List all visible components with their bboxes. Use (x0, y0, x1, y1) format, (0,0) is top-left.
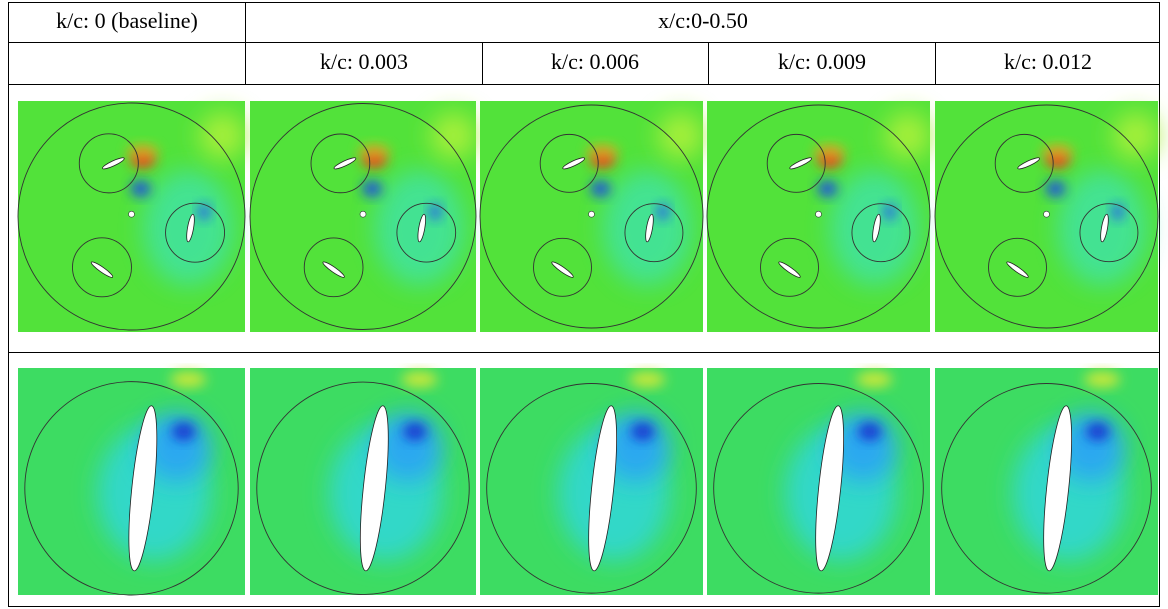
pressure-low (630, 422, 655, 441)
blade-circle (78, 133, 139, 194)
blade-circle (72, 237, 132, 298)
blade-circle (303, 237, 364, 298)
blade-circle (165, 202, 226, 263)
blade-panel (707, 368, 930, 595)
flow-region (199, 112, 245, 159)
blade-circle (760, 237, 819, 297)
airfoil (186, 213, 195, 243)
rotor-circle (941, 383, 1152, 594)
flow-region (885, 112, 930, 159)
header-range: x/c:0-0.50 (658, 8, 748, 33)
airfoil (588, 405, 618, 572)
airfoil (789, 157, 812, 170)
airfoil (562, 157, 585, 170)
blade-circle (396, 202, 457, 263)
blade-panel (935, 368, 1158, 595)
blade-circle (624, 203, 684, 263)
blade-circle (988, 237, 1047, 297)
flow-region (401, 371, 438, 388)
contour-panels (17, 101, 1159, 596)
blade-circle (533, 237, 592, 297)
pressure-low (1085, 422, 1110, 441)
rotor-circle (17, 102, 246, 331)
blade-circle (539, 133, 599, 193)
column-label: k/c: 0.009 (778, 49, 866, 74)
airfoil (102, 157, 125, 170)
column-label: k/c: 0.012 (1004, 49, 1092, 74)
rotor-panel (934, 101, 1159, 332)
flow-region (1084, 371, 1121, 388)
pressure-low (883, 203, 896, 220)
blade-circle (1079, 203, 1139, 263)
pressure-low (362, 180, 383, 197)
blade-circle (994, 133, 1054, 193)
blade-panel (18, 368, 245, 596)
pressure-high-edge (358, 143, 391, 160)
flow-region (658, 112, 703, 159)
pressure-low (857, 422, 882, 441)
table-rules (8, 2, 1160, 607)
flow-region (856, 371, 893, 388)
rotor-circle (486, 383, 697, 594)
blade-panel (480, 368, 703, 595)
header-baseline: k/c: 0 (baseline) (56, 8, 198, 33)
rotor-circle (713, 383, 924, 594)
airfoil (1100, 213, 1109, 243)
pressure-high-edge (586, 143, 619, 160)
airfoil (322, 261, 345, 278)
flow-region (1113, 112, 1158, 159)
airfoil (333, 157, 357, 170)
pressure-low (1045, 180, 1066, 197)
rotor-center (1043, 210, 1050, 218)
rotor-circle (934, 104, 1159, 329)
pressure-low (198, 203, 211, 220)
airfoil (1017, 157, 1040, 170)
pressure-low (1111, 203, 1124, 220)
airfoil (551, 261, 574, 278)
airfoil (359, 405, 389, 572)
flow-region (629, 371, 666, 388)
rotor-circle (479, 104, 704, 329)
rotor-panel (17, 101, 246, 332)
blade-circle (310, 133, 371, 194)
airfoil (1043, 405, 1073, 572)
airfoil (645, 213, 654, 243)
rotor-center (815, 210, 822, 218)
rotor-panel (479, 101, 704, 332)
rotor-center (359, 210, 367, 218)
pressure-low (817, 180, 838, 197)
rotor-circle (249, 103, 477, 330)
airfoil (815, 405, 845, 572)
rotor-panel (249, 101, 477, 332)
airfoil (872, 213, 881, 243)
blade-circle (851, 203, 911, 263)
pressure-high-edge (813, 143, 846, 160)
blade-circle (766, 133, 826, 193)
blade-panel (250, 368, 476, 595)
rotor-circle (256, 381, 470, 595)
rotor-circle (706, 104, 931, 329)
pressure-low (171, 422, 196, 441)
rotor-circle (24, 381, 239, 596)
pressure-low (402, 422, 427, 441)
pressure-low (130, 180, 151, 197)
pressure-high-edge (1041, 143, 1074, 160)
pressure-low (590, 180, 611, 197)
airfoil (90, 261, 114, 278)
rotor-center (128, 210, 135, 218)
flow-region (430, 112, 476, 159)
rotor-center (588, 210, 595, 218)
column-label: k/c: 0.006 (551, 49, 639, 74)
airfoil (778, 261, 801, 278)
flow-region (170, 371, 207, 388)
pressure-low (429, 203, 442, 220)
pressure-high-edge (126, 143, 159, 160)
airfoil (1006, 261, 1029, 278)
rotor-panel (706, 101, 931, 332)
column-label: k/c: 0.003 (320, 49, 408, 74)
pressure-low (656, 203, 669, 220)
airfoil (417, 213, 426, 243)
airfoil (128, 405, 158, 572)
